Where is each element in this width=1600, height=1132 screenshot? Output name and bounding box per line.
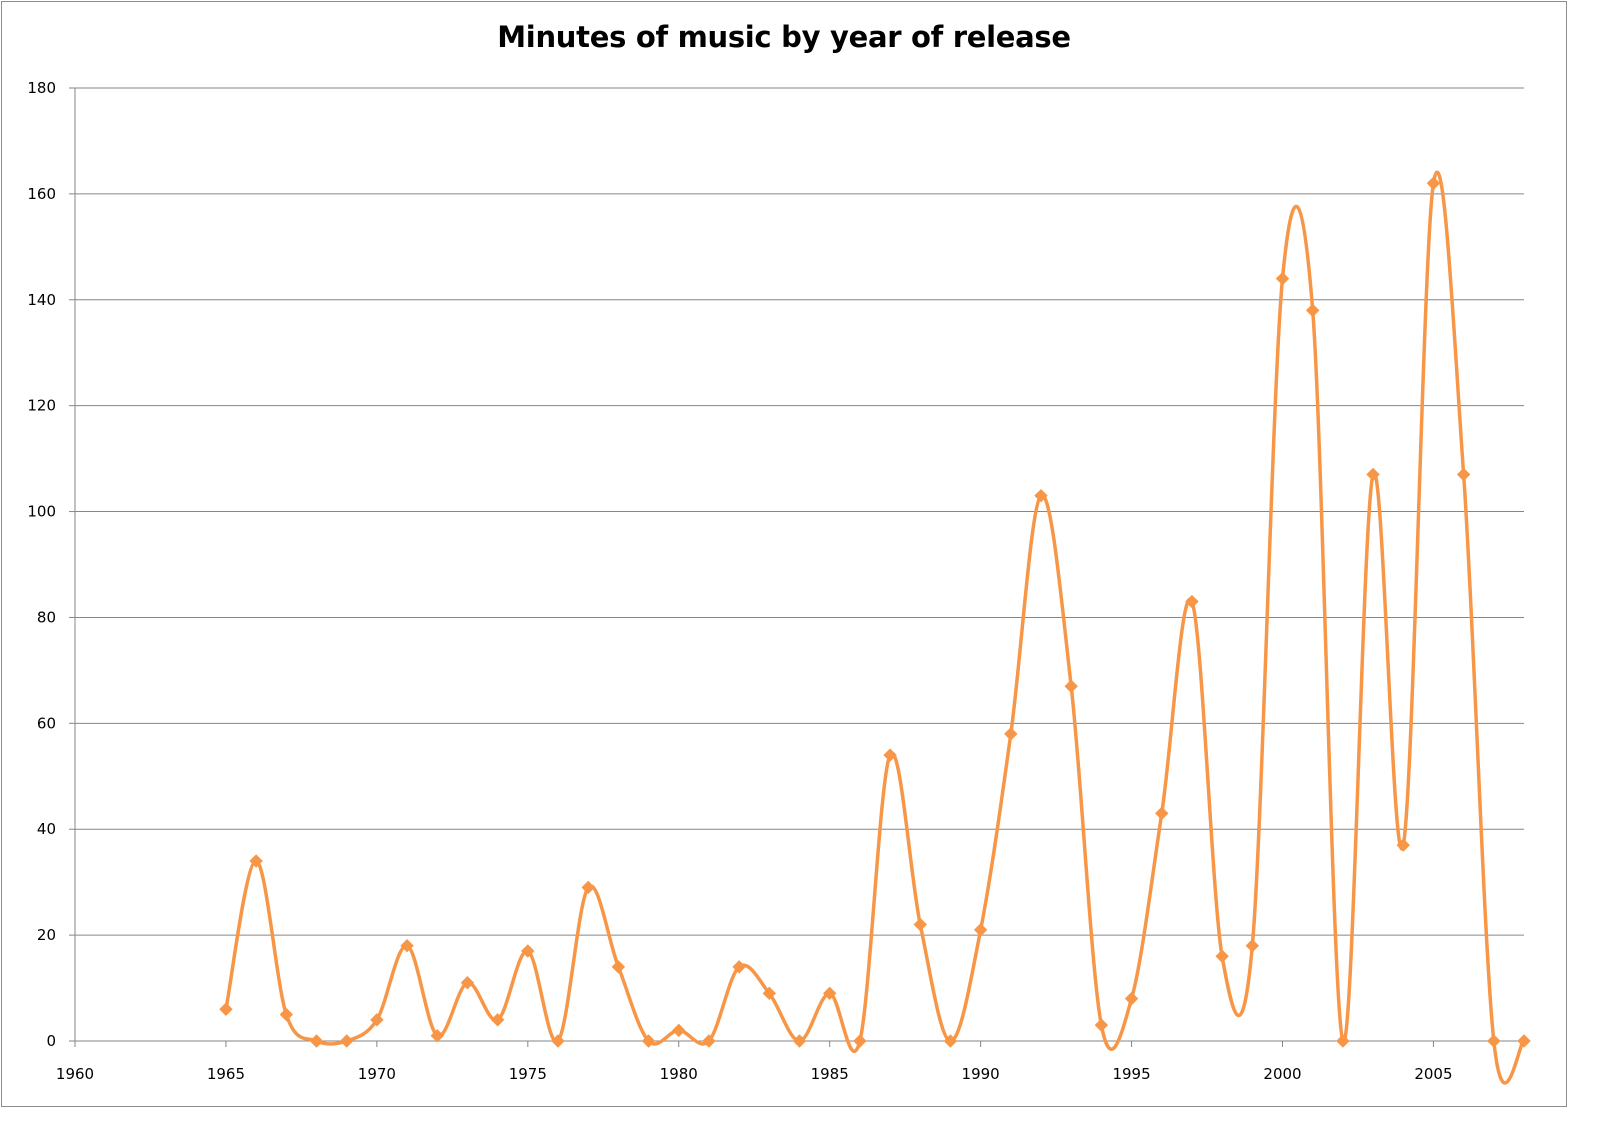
data-point-1986 [853, 1034, 867, 1048]
data-point-1968 [309, 1034, 324, 1048]
data-point-2008 [1517, 1034, 1531, 1048]
data-point-1987 [883, 748, 897, 762]
y-tick-label: 180 [27, 79, 56, 97]
data-point-1991 [1004, 727, 1018, 741]
data-point-2007 [1487, 1034, 1501, 1048]
y-tick-label: 120 [27, 397, 56, 415]
data-point-1998 [1215, 949, 1229, 963]
data-point-1990 [973, 923, 988, 937]
data-point-1992 [1034, 488, 1048, 503]
data-point-2001 [1305, 303, 1320, 318]
data-point-1999 [1245, 938, 1260, 953]
data-point-2000 [1275, 271, 1290, 286]
data-point-1993 [1064, 679, 1078, 693]
series-line-0 [224, 170, 1526, 1085]
data-point-1970 [370, 1013, 384, 1027]
data-point-1989 [943, 1034, 958, 1048]
data-point-1977 [581, 880, 595, 895]
x-tick-label: 1965 [207, 1065, 245, 1083]
gridlines [75, 87, 1524, 936]
data-point-1974 [490, 1013, 505, 1027]
data-point-1985 [822, 986, 837, 1001]
data-point-1994 [1094, 1018, 1109, 1032]
chart-frame [1, 1, 1567, 1107]
y-tick-label: 40 [37, 820, 56, 838]
data-point-2006 [1456, 467, 1471, 482]
y-tick-label: 20 [37, 926, 56, 944]
data-point-1976 [551, 1034, 565, 1048]
data-point-1973 [460, 976, 475, 990]
x-tick-label: 1970 [358, 1065, 396, 1083]
x-tick-label: 2000 [1263, 1065, 1301, 1083]
data-point-1988 [913, 917, 927, 932]
y-tick-label: 80 [37, 608, 56, 626]
markers-layer [219, 176, 1531, 1048]
data-point-1997 [1185, 594, 1199, 609]
y-tick-label: 0 [46, 1032, 56, 1050]
data-point-1972 [430, 1028, 444, 1043]
data-point-1983 [762, 986, 777, 1001]
data-point-1967 [279, 1007, 294, 1022]
x-tick-label: 1975 [509, 1065, 547, 1083]
data-point-1971 [400, 938, 414, 953]
y-tick-label: 100 [27, 503, 56, 521]
data-point-1965 [219, 1002, 233, 1016]
chart-title: Minutes of music by year of release [497, 20, 1071, 54]
x-tick-label: 1960 [56, 1065, 94, 1083]
data-point-1982 [732, 960, 746, 974]
data-point-2002 [1336, 1034, 1350, 1048]
data-point-1981 [702, 1034, 716, 1048]
data-point-2004 [1396, 838, 1410, 852]
data-point-1984 [792, 1034, 807, 1048]
x-tick-label: 1995 [1112, 1065, 1150, 1083]
y-tick-label: 140 [27, 291, 56, 309]
data-point-1996 [1155, 806, 1169, 821]
data-point-2003 [1366, 467, 1380, 482]
data-point-1995 [1124, 991, 1139, 1006]
data-point-1980 [672, 1023, 686, 1038]
data-point-1975 [521, 944, 535, 958]
x-tick-label: 1985 [811, 1065, 849, 1083]
data-point-1969 [339, 1034, 354, 1048]
y-tick-label: 160 [27, 185, 56, 203]
x-tick-label: 2005 [1414, 1065, 1452, 1083]
data-point-1979 [641, 1034, 656, 1048]
data-point-2005 [1426, 176, 1441, 191]
x-tick-label: 1980 [660, 1065, 698, 1083]
y-tick-label: 60 [37, 714, 56, 732]
data-point-1966 [249, 854, 263, 868]
series-line-layer [224, 170, 1526, 1085]
axes: 0 20 40 60 80 100 120 140 160 180 1960 1965 1970 1975… [27, 79, 1524, 1083]
x-tick-label: 1990 [962, 1065, 1000, 1083]
data-point-1978 [611, 960, 626, 974]
